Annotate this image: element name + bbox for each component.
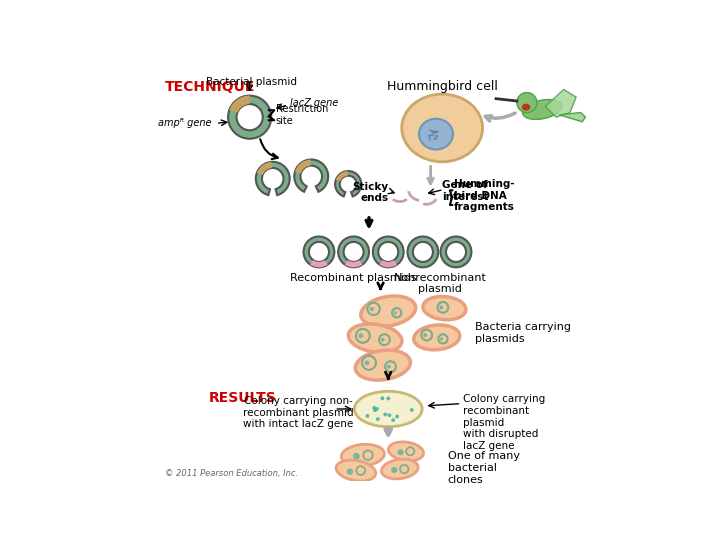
Wedge shape xyxy=(336,171,348,181)
Text: Bacterial plasmid: Bacterial plasmid xyxy=(206,77,297,87)
Text: Colony carrying non-
recombinant plasmid
with intact lacZ gene: Colony carrying non- recombinant plasmid… xyxy=(243,396,354,429)
Text: © 2011 Pearson Education, Inc.: © 2011 Pearson Education, Inc. xyxy=(165,469,298,477)
Wedge shape xyxy=(257,162,272,175)
Text: Hummingbird cell: Hummingbird cell xyxy=(387,80,498,93)
Ellipse shape xyxy=(397,449,404,455)
Text: Recombinant plasmids: Recombinant plasmids xyxy=(290,273,417,283)
Text: Colony carrying
recombinant
plasmid
with disrupted
lacZ gene: Colony carrying recombinant plasmid with… xyxy=(463,394,545,451)
Ellipse shape xyxy=(440,338,443,341)
Text: Humming-
bird DNA
fragments: Humming- bird DNA fragments xyxy=(454,179,515,212)
Ellipse shape xyxy=(353,453,360,460)
Circle shape xyxy=(376,417,379,421)
Wedge shape xyxy=(379,260,397,267)
Ellipse shape xyxy=(364,360,369,365)
Wedge shape xyxy=(338,237,369,267)
Ellipse shape xyxy=(336,460,376,481)
Circle shape xyxy=(391,418,395,422)
Ellipse shape xyxy=(394,311,397,314)
Text: RESULTS: RESULTS xyxy=(209,390,276,404)
Wedge shape xyxy=(294,159,328,192)
Ellipse shape xyxy=(359,333,363,338)
Text: One of many
bacterial
clones: One of many bacterial clones xyxy=(448,451,520,484)
Wedge shape xyxy=(304,237,334,267)
Ellipse shape xyxy=(382,459,418,479)
Circle shape xyxy=(372,406,376,410)
Wedge shape xyxy=(310,260,328,267)
Polygon shape xyxy=(559,112,585,122)
Ellipse shape xyxy=(439,306,444,309)
Wedge shape xyxy=(256,162,289,195)
Wedge shape xyxy=(345,260,362,267)
Text: ampᴿ gene: ampᴿ gene xyxy=(158,118,211,129)
Ellipse shape xyxy=(369,307,374,311)
Wedge shape xyxy=(295,159,311,174)
Ellipse shape xyxy=(387,364,391,368)
Wedge shape xyxy=(441,237,472,267)
Ellipse shape xyxy=(523,99,562,119)
Wedge shape xyxy=(373,237,404,267)
Circle shape xyxy=(517,92,537,112)
Ellipse shape xyxy=(414,325,460,350)
Wedge shape xyxy=(335,171,361,197)
Ellipse shape xyxy=(381,338,384,342)
Circle shape xyxy=(383,413,387,416)
Circle shape xyxy=(373,408,377,412)
Text: Nonrecombinant
plasmid: Nonrecombinant plasmid xyxy=(393,273,486,294)
Ellipse shape xyxy=(391,467,397,473)
Circle shape xyxy=(387,413,392,417)
Wedge shape xyxy=(408,237,438,267)
Wedge shape xyxy=(228,96,271,139)
Circle shape xyxy=(375,407,379,411)
Ellipse shape xyxy=(348,324,402,353)
Circle shape xyxy=(387,396,390,400)
Text: TECHNIQUE: TECHNIQUE xyxy=(165,80,256,94)
Ellipse shape xyxy=(347,468,353,475)
Text: Bacteria carrying
plasmids: Bacteria carrying plasmids xyxy=(475,322,571,343)
Ellipse shape xyxy=(361,296,415,326)
Ellipse shape xyxy=(354,392,422,427)
Circle shape xyxy=(380,396,384,400)
Polygon shape xyxy=(545,90,576,117)
Circle shape xyxy=(410,408,414,412)
Ellipse shape xyxy=(522,104,531,111)
Wedge shape xyxy=(230,96,250,113)
Ellipse shape xyxy=(423,296,466,320)
Ellipse shape xyxy=(402,94,482,162)
Circle shape xyxy=(366,414,369,418)
Ellipse shape xyxy=(419,119,453,150)
Text: Sticky
ends: Sticky ends xyxy=(352,182,388,204)
Circle shape xyxy=(395,415,399,419)
Text: Restriction
site: Restriction site xyxy=(276,104,328,126)
Ellipse shape xyxy=(341,444,384,466)
Text: Gene of
interest: Gene of interest xyxy=(442,180,489,202)
Ellipse shape xyxy=(423,333,427,337)
Text: lacZ gene: lacZ gene xyxy=(289,98,338,109)
Ellipse shape xyxy=(356,350,410,380)
Ellipse shape xyxy=(388,442,423,461)
